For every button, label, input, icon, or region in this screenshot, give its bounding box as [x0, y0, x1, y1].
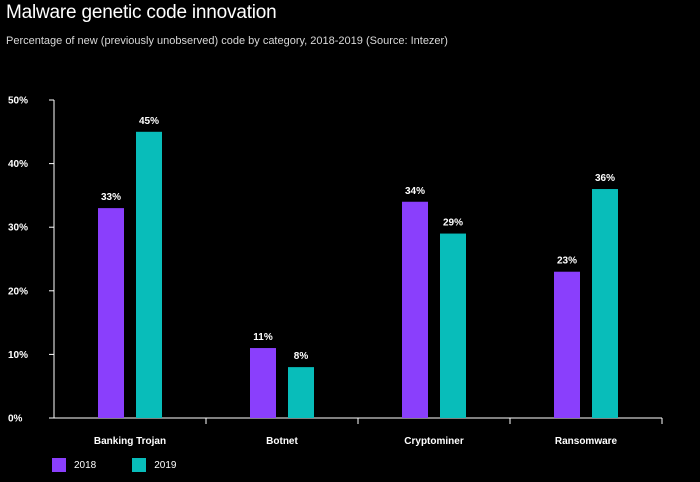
data-label: 36% [595, 173, 615, 184]
y-tick-label: 50% [8, 96, 28, 107]
bar-2019-ransomware [592, 189, 618, 418]
y-tick-label: 30% [8, 223, 28, 234]
bar-2018-ransomware [554, 271, 580, 418]
legend: 2018 2019 [52, 458, 213, 472]
bar-2019-banking-trojan [136, 131, 162, 419]
bar-2018-botnet [250, 348, 276, 418]
y-tick-label: 40% [8, 159, 28, 170]
y-tick-label: 0% [8, 414, 23, 425]
y-tick-label: 10% [8, 350, 28, 361]
x-tick-label: Ransomware [555, 436, 618, 447]
data-label: 23% [557, 256, 577, 267]
legend-item-2018: 2018 [52, 458, 96, 472]
legend-label-2019: 2019 [154, 459, 177, 471]
x-tick-label: Botnet [266, 436, 298, 447]
legend-label-2018: 2018 [74, 459, 97, 471]
data-label: 29% [443, 218, 463, 229]
bar-2019-botnet [288, 367, 314, 418]
chart-subtitle: Percentage of new (previously unobserved… [6, 35, 448, 47]
data-label: 33% [101, 192, 121, 203]
x-tick-label: Banking Trojan [94, 436, 166, 447]
legend-item-2019: 2019 [132, 458, 177, 472]
legend-swatch-2018 [52, 458, 66, 472]
bar-2018-banking-trojan [98, 208, 124, 418]
legend-swatch-2019 [132, 458, 147, 472]
data-label: 11% [253, 332, 273, 343]
y-tick-label: 20% [8, 286, 28, 297]
bar-2018-cryptominer [402, 201, 428, 418]
data-label: 45% [139, 116, 159, 127]
x-tick-label: Cryptominer [404, 436, 464, 447]
data-label: 34% [405, 186, 425, 197]
data-label: 8% [294, 351, 309, 362]
chart-title: Malware genetic code innovation [6, 2, 277, 23]
bar-2019-cryptominer [440, 233, 466, 418]
